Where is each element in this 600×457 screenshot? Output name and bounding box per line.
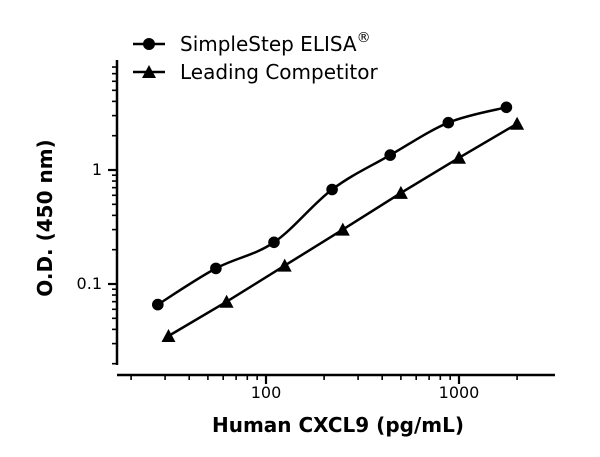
x-tick-label-1000: 1000 <box>439 383 480 402</box>
legend: SimpleStep ELISA® Leading Competitor <box>133 30 378 84</box>
x-axis-title: Human CXCL9 (pg/mL) <box>212 413 464 437</box>
series-layer <box>152 101 525 342</box>
data-point-competitor <box>161 329 176 342</box>
y-tick-label-1: 1 <box>92 160 102 179</box>
ticks <box>108 66 518 384</box>
data-point-competitor <box>393 185 408 199</box>
data-point-simplestep <box>210 262 222 275</box>
y-tick-label-0.1: 0.1 <box>77 274 102 293</box>
data-point-simplestep <box>442 116 455 129</box>
y-axis-title: O.D. (450 nm) <box>33 139 57 296</box>
axes <box>115 60 555 377</box>
data-point-simplestep <box>500 101 513 114</box>
data-point-competitor <box>335 222 350 236</box>
data-point-competitor <box>510 116 525 130</box>
data-point-competitor <box>219 294 234 308</box>
legend-label-competitor: Leading Competitor <box>180 60 378 84</box>
data-point-competitor <box>452 150 466 164</box>
legend-marker-circle <box>143 38 155 50</box>
data-point-simplestep <box>152 298 164 311</box>
data-point-simplestep <box>326 183 338 196</box>
legend-label-simplestep: SimpleStep ELISA® <box>180 30 371 56</box>
data-point-simplestep <box>268 236 280 249</box>
legend-label-registered-mark: ® <box>357 30 371 46</box>
x-tick-label-100: 100 <box>251 383 282 402</box>
data-point-simplestep <box>384 149 397 161</box>
data-point-competitor <box>277 258 292 272</box>
legend-marker-triangle <box>142 65 156 78</box>
legend-label-simplestep-name: SimpleStep ELISA <box>180 32 357 56</box>
series-line-simplestep <box>157 106 507 306</box>
